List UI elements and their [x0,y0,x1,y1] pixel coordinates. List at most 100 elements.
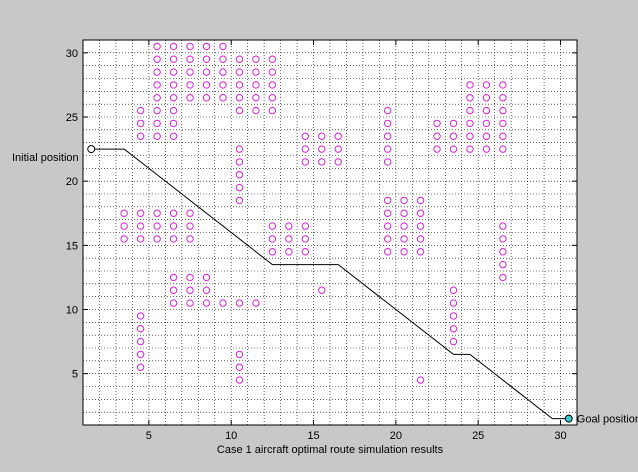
obstacle-point [219,68,227,76]
obstacle-point [449,299,458,307]
obstacle-point [433,132,441,140]
obstacle-point [400,209,408,217]
obstacle-point [499,132,507,140]
obstacle-point [416,376,425,384]
obstacle-point [383,132,392,140]
obstacle-point [285,222,293,230]
obstacle-point [169,55,178,63]
y-tick-label: 5 [72,369,78,381]
obstacle-point [416,235,425,243]
obstacle-point [235,158,244,166]
obstacle-point [169,81,178,89]
obstacle-point [235,376,244,384]
obstacle-point [136,119,145,128]
obstacle-point [268,68,277,76]
y-tick-label: 20 [66,176,78,188]
initial-position-marker [87,145,96,154]
obstacle-point [235,145,244,153]
obstacle-point [186,299,194,307]
obstacle-point [252,299,260,307]
obstacle-point [219,94,227,102]
obstacle-point [235,196,244,205]
obstacle-point [383,158,392,166]
obstacle-point [400,248,408,256]
obstacle-point [153,119,161,128]
obstacle-point [202,68,211,76]
obstacle-point [169,42,178,51]
obstacle-point [499,106,507,115]
x-tick-label: 20 [390,430,402,442]
obstacle-point [301,235,309,243]
obstacle-point [449,119,458,128]
obstacle-point [383,209,392,217]
obstacle-point [416,248,425,256]
obstacle-point [235,106,244,115]
axis-ticks: 5 10 15 20 25 30 5 10 15 20 25 30 [66,40,577,442]
obstacle-point [383,235,392,243]
obstacle-point [383,248,392,256]
obstacle-point [466,145,474,153]
x-tick-label: 15 [307,430,319,442]
x-tick-label: 5 [146,430,152,442]
obstacle-point [136,106,145,115]
obstacle-point [153,222,161,230]
obstacle-point [169,106,178,115]
obstacle-point [186,42,194,51]
obstacle-point [235,171,244,179]
obstacle-point [136,363,145,371]
obstacle-point [318,158,326,166]
y-tick-label: 30 [66,48,78,60]
obstacle-point [235,350,244,359]
obstacle-point [153,209,161,217]
obstacle-point [416,196,425,205]
obstacle-point [499,119,507,128]
obstacle-point [186,55,194,63]
obstacle-point [136,235,145,243]
obstacle-point [268,248,277,256]
obstacle-point [499,145,507,153]
obstacle-point [466,94,474,102]
obstacle-point [186,286,194,294]
obstacle-point [482,132,491,140]
obstacle-point [235,55,244,63]
obstacle-point [252,106,260,115]
obstacle-point [235,363,244,371]
obstacle-point [400,222,408,230]
obstacle-point [499,235,507,243]
obstacle-point [482,145,491,153]
obstacle-point [268,81,277,89]
obstacle-point [202,81,211,89]
obstacle-point [219,81,227,89]
obstacle-point [301,248,309,256]
obstacle-point [466,81,474,89]
x-tick-label: 30 [554,430,566,442]
obstacle-point [202,286,211,294]
obstacle-point [466,106,474,115]
obstacle-point [219,299,227,307]
obstacle-point [136,325,145,333]
endpoint-markers [87,145,573,423]
obstacle-point [334,145,342,153]
obstacle-point [499,81,507,89]
obstacle-point [301,145,309,153]
obstacle-point [136,209,145,217]
y-tick-label: 15 [66,240,78,252]
obstacle-point [153,235,161,243]
obstacle-point [383,145,392,153]
obstacle-point [186,81,194,89]
obstacle-point [416,222,425,230]
obstacle-point [136,350,145,359]
obstacle-point [120,209,128,217]
obstacle-point [219,42,227,51]
y-tick-label: 25 [66,112,78,124]
obstacle-point [136,337,145,346]
obstacle-point [235,299,244,307]
obstacle-point [202,42,211,51]
obstacle-point [235,68,244,76]
obstacle-point [153,81,161,89]
obstacle-point [252,55,260,63]
obstacle-point [153,68,161,76]
obstacle-point [169,235,178,243]
obstacle-point [466,132,474,140]
